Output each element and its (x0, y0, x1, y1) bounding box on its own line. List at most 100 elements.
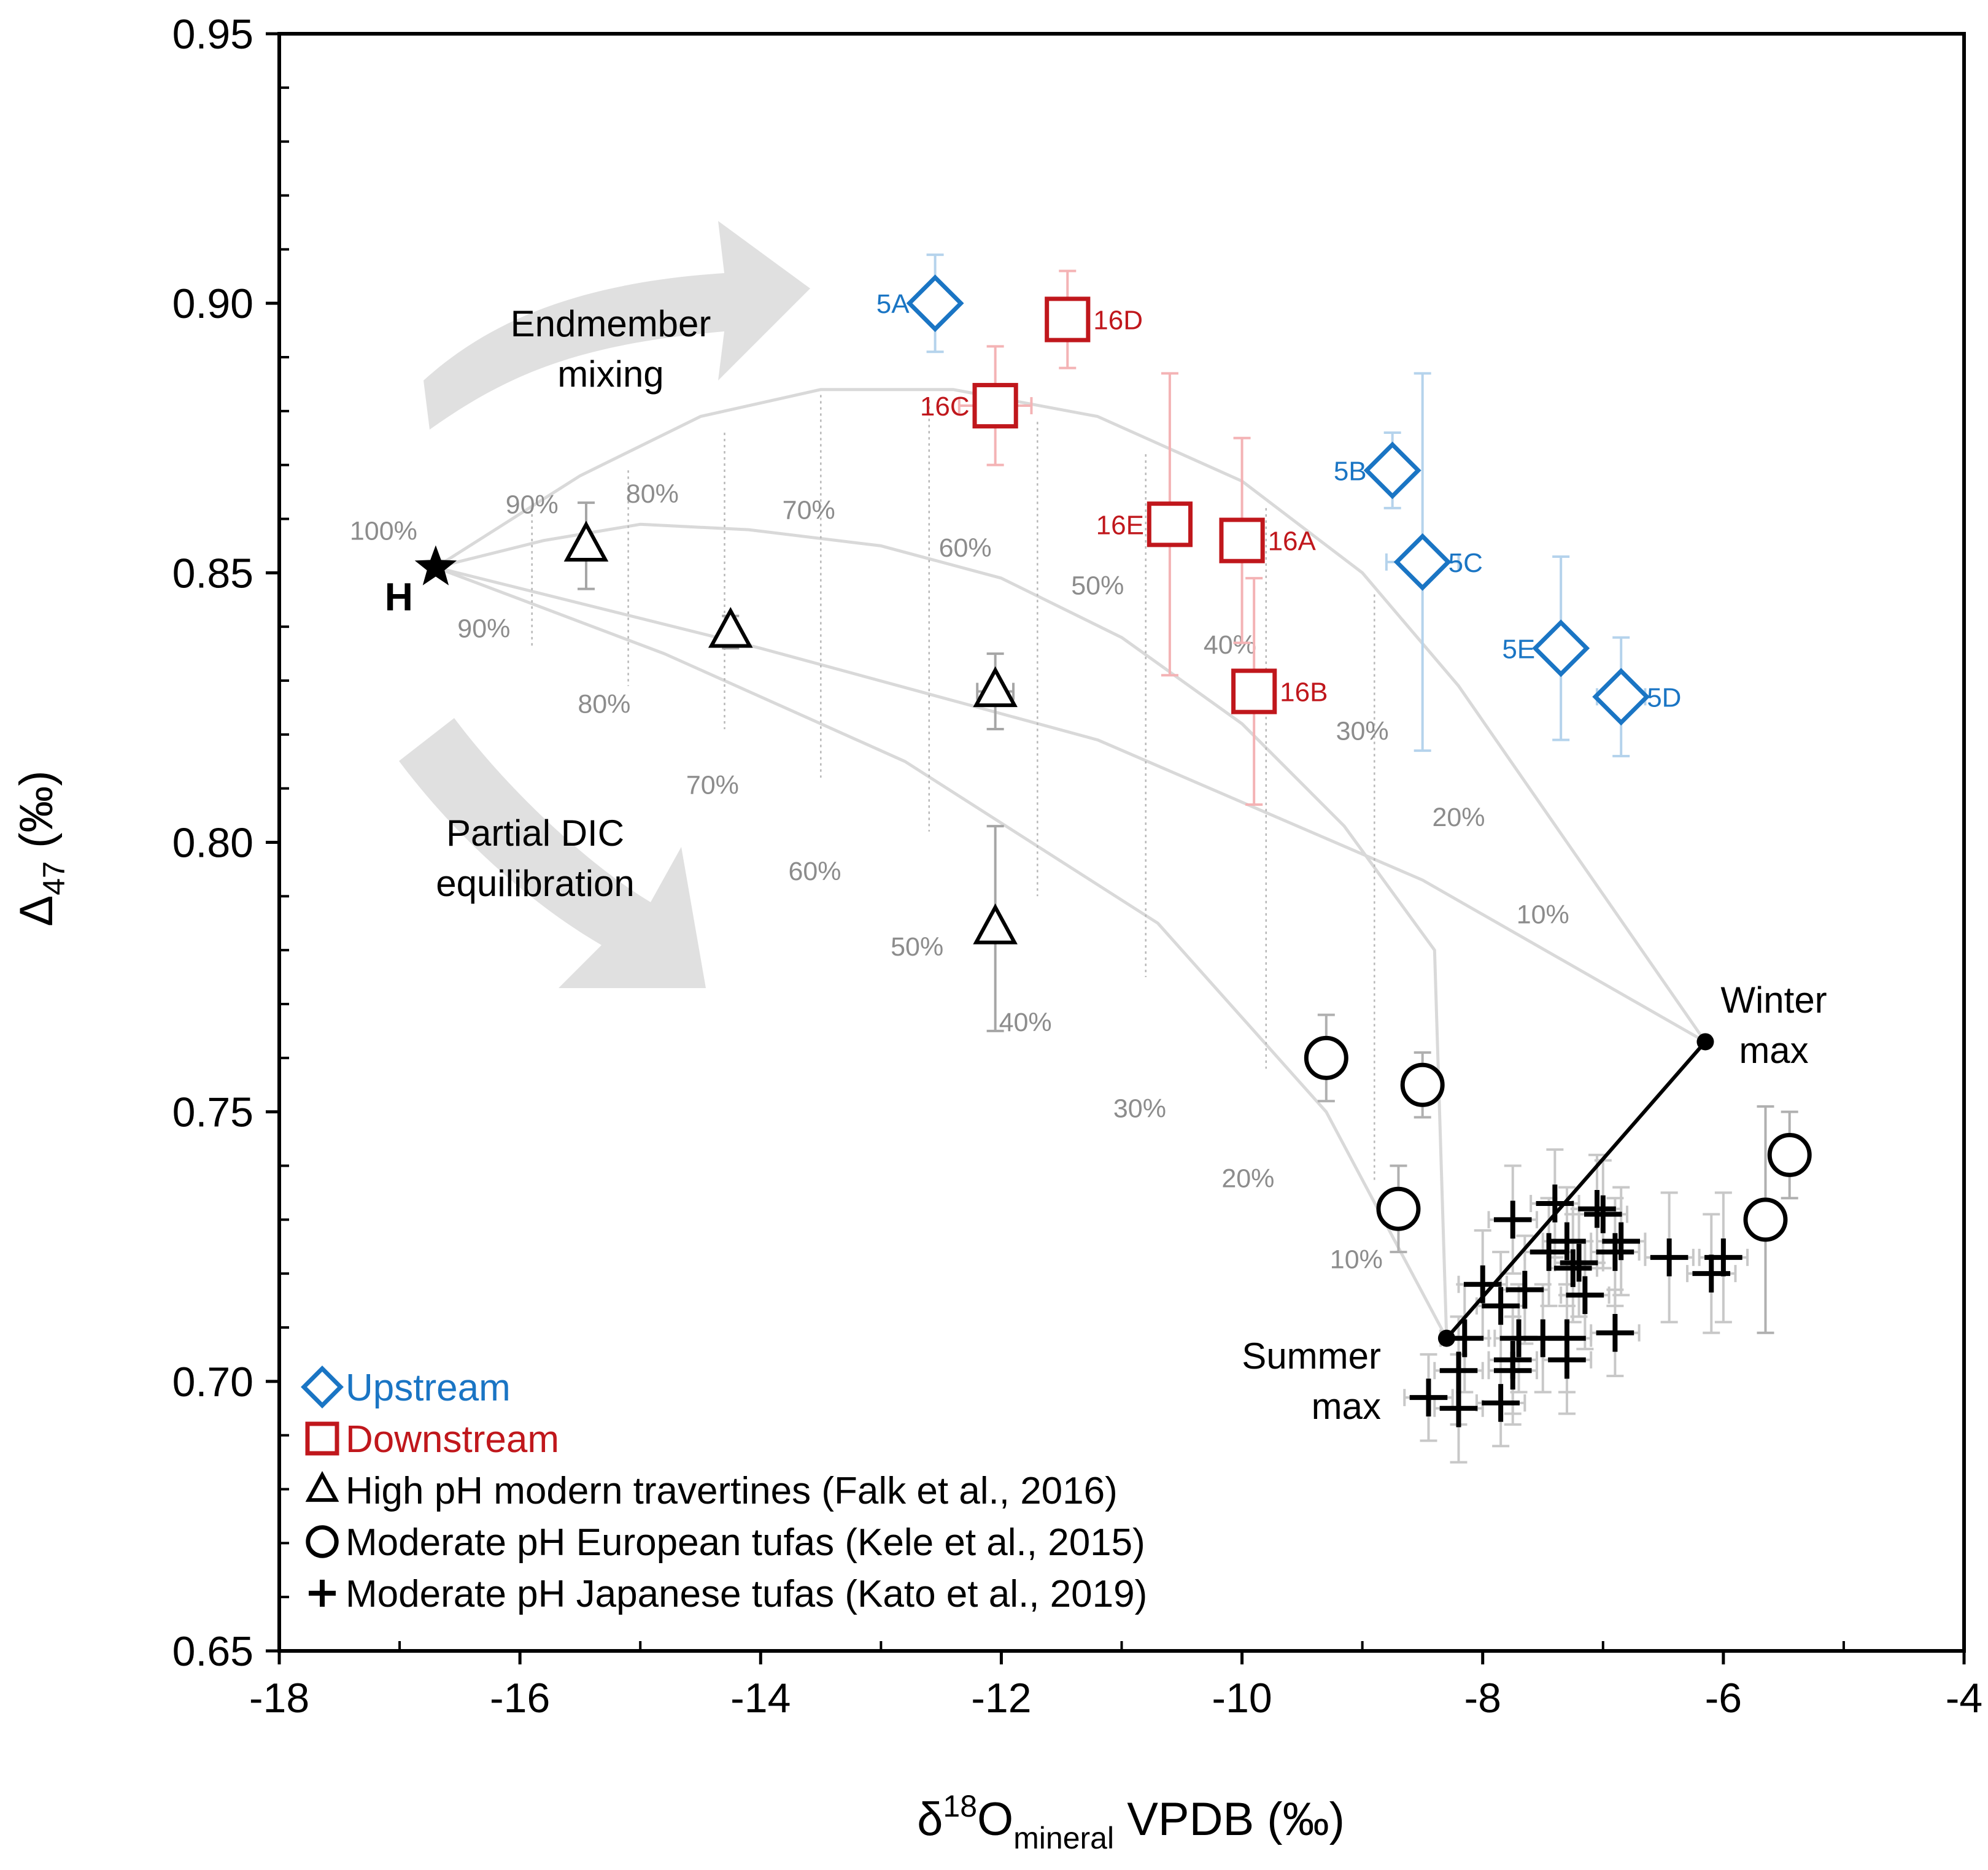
equilibration-arrow (399, 718, 706, 988)
legend: Upstream Downstream High pH modern travert… (301, 1366, 1147, 1615)
plus-point-4-0 (1578, 1189, 1616, 1228)
plus-point-4-16 (1482, 1287, 1520, 1325)
x-tick-label: -8 (1464, 1675, 1501, 1721)
pct-label-lower-8: 20% (1221, 1164, 1274, 1194)
plus-point-4-1 (1584, 1195, 1622, 1234)
point-label-5C: 5C (1448, 548, 1483, 578)
point-label-5B: 5B (1334, 456, 1367, 486)
plus-point-4-12 (1692, 1254, 1731, 1292)
mixing-arrow-label-line1: Endmember (511, 303, 711, 344)
legend-label-upstream: Upstream (346, 1367, 511, 1409)
pct-label-lower-4: 60% (788, 857, 841, 886)
legend-marker-travertine (305, 1470, 339, 1502)
model-curve-2 (435, 522, 1448, 1339)
plus-point-4-10 (1650, 1238, 1688, 1277)
winter-max-label-line2: max (1739, 1030, 1808, 1071)
y-tick-label: 0.85 (172, 550, 253, 597)
point-label-16E: 16E (1096, 510, 1144, 540)
x-title-sub: mineral (1013, 1821, 1114, 1855)
y-tick-label: 0.65 (172, 1628, 253, 1675)
legend-marker-downstream (305, 1421, 339, 1456)
x-tick-label: -12 (971, 1675, 1031, 1721)
pct-label-upper-5: 50% (1071, 571, 1124, 600)
model-curve-3 (435, 566, 1706, 1043)
x-axis-title: δ18Omineral VPDB (‰) (917, 1789, 1345, 1855)
point-label-5E: 5E (1502, 634, 1535, 664)
x-title-base: O (977, 1793, 1013, 1845)
pct-label-lower-7: 30% (1113, 1094, 1166, 1123)
legend-label-european: Moderate pH European tufas (Kele et al.,… (346, 1521, 1145, 1564)
plus-point-4-7 (1596, 1233, 1634, 1271)
square-point-16C (972, 382, 1018, 429)
plus-point-4-6 (1530, 1233, 1568, 1271)
data-points (414, 274, 1812, 1428)
pct-label-upper-4: 60% (939, 533, 992, 563)
point-labels: 5A 5B 5C 5E 5D 16D 16C 16E 16A 16B H 100% (350, 289, 1682, 713)
diamond-point-5A (906, 274, 964, 333)
circle-point-3-1 (1400, 1062, 1445, 1107)
y-title-sub: 47 (37, 861, 71, 895)
plus-point-4-8 (1553, 1249, 1592, 1288)
x-tick-label: -18 (249, 1675, 309, 1721)
x-tick-label: -16 (490, 1675, 550, 1721)
plus-point-4-15 (1566, 1276, 1604, 1315)
y-tick-label: 0.70 (172, 1359, 253, 1405)
pct-label-lower-9: 10% (1330, 1245, 1383, 1274)
pct-label-upper-9: 10% (1517, 900, 1569, 929)
y-tick-label: 0.75 (172, 1089, 253, 1136)
plus-point-4-23 (1548, 1340, 1586, 1379)
triangle-point-2-1 (708, 606, 753, 648)
y-tick-label: 0.80 (172, 820, 253, 867)
y-axis-title: Δ47 (‰) (10, 770, 71, 926)
h-star-marker (414, 545, 457, 585)
plus-point-4-2 (1536, 1184, 1574, 1223)
summer-max-label-line2: max (1312, 1386, 1381, 1427)
plus-point-4-25 (1493, 1351, 1532, 1390)
point-label-16D: 16D (1093, 306, 1143, 336)
equilibration-label-line2: equilibration (436, 863, 635, 904)
x-tick-label: -14 (730, 1675, 791, 1721)
x-tick-label: -10 (1212, 1675, 1272, 1721)
point-label-5A: 5A (876, 289, 910, 319)
point-label-5D: 5D (1647, 682, 1681, 713)
diamond-point-5E (1532, 619, 1590, 678)
summer-max-label-line1: Summer (1242, 1335, 1381, 1377)
diamond-point-5C (1393, 533, 1452, 591)
model-curves (435, 388, 1707, 1339)
y-title-pre: Δ (10, 895, 63, 927)
pct-label-lower-3: 70% (686, 770, 739, 800)
plus-point-4-24 (1439, 1351, 1478, 1390)
circle-point-3-4 (1743, 1197, 1788, 1242)
y-tick-label: 0.95 (172, 11, 253, 58)
triangle-point-2-0 (563, 520, 609, 562)
equilibrium-line (1445, 1040, 1707, 1340)
point-label-16C: 16C (920, 392, 970, 422)
x-tick-label: -6 (1705, 1675, 1742, 1721)
pct-label-upper-7: 30% (1336, 717, 1389, 746)
square-point-16B (1231, 668, 1277, 714)
plus-point-4-21 (1596, 1313, 1634, 1352)
diamond-point-5B (1363, 441, 1421, 500)
legend-marker-upstream (301, 1366, 344, 1408)
plus-point-4-28 (1482, 1384, 1520, 1422)
legend-label-japanese: Moderate pH Japanese tufas (Kato et al.,… (346, 1573, 1147, 1615)
h-label: H (385, 575, 413, 619)
model-curve-4 (435, 566, 1448, 1339)
legend-label-travertine: High pH modern travertines (Falk et al.,… (346, 1470, 1118, 1512)
square-point-16A (1219, 517, 1265, 563)
point-label-16A: 16A (1268, 527, 1317, 557)
pct-label-lower-1: 90% (457, 614, 510, 644)
pct-label-upper-3: 70% (783, 496, 835, 525)
model-curve-1 (435, 388, 1707, 1043)
mixing-arrow (424, 221, 810, 430)
annotation-arrows (399, 221, 810, 988)
diamond-point-5D (1592, 668, 1650, 726)
plus-point-4-14 (1506, 1270, 1544, 1309)
h-pct-label: 100% (350, 517, 417, 546)
legend-marker-european (306, 1525, 339, 1558)
circle-point-3-3 (1767, 1132, 1812, 1177)
pct-label-upper-8: 20% (1432, 803, 1485, 832)
square-point-16E (1147, 501, 1193, 547)
x-title-post: VPDB (‰) (1114, 1793, 1345, 1845)
